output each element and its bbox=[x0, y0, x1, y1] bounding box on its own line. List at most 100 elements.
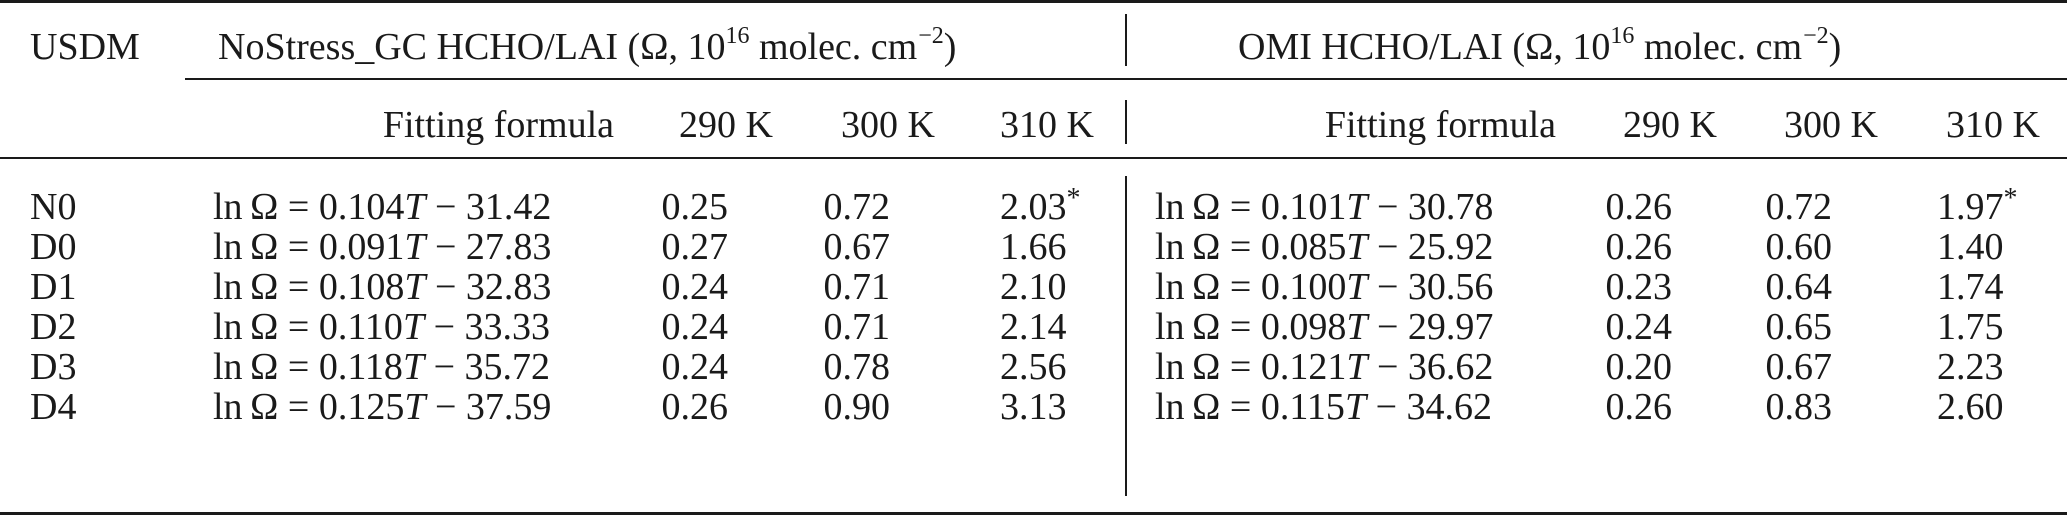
formula-lhs: ln Ω = bbox=[213, 306, 319, 348]
row-label: N0 bbox=[30, 186, 77, 228]
formula-variable-t: T bbox=[404, 266, 426, 308]
subheader-310k-left: 310 K bbox=[1000, 104, 1094, 146]
formula-constant: 37.59 bbox=[465, 386, 552, 428]
formula-minus: − bbox=[424, 346, 465, 388]
value-v310-right: 1.74 bbox=[1937, 268, 2004, 306]
value-v300-right: 0.67 bbox=[1765, 346, 1833, 388]
formula-lhs: ln Ω = bbox=[213, 266, 319, 308]
value-310k: 1.97 bbox=[1937, 186, 2004, 228]
formula-variable-t: T bbox=[1346, 186, 1368, 228]
subheader-310k-right: 310 K bbox=[1946, 104, 2040, 146]
formula-lhs: ln Ω = bbox=[213, 346, 319, 388]
formula-variable-t: T bbox=[1346, 226, 1368, 268]
subheader-separator bbox=[1125, 100, 1127, 144]
value-310k: 2.56 bbox=[1000, 346, 1067, 388]
formula-coefficient: 0.104 bbox=[318, 186, 405, 228]
formula-lhs: ln Ω = bbox=[1155, 186, 1261, 228]
formula-lhs: ln Ω = bbox=[213, 226, 319, 268]
formula-constant: 33.33 bbox=[464, 306, 551, 348]
value-v310-right: 1.75 bbox=[1937, 308, 2004, 346]
formula-variable-t: T bbox=[404, 186, 426, 228]
row-header-usdm: USDM bbox=[30, 26, 140, 68]
formula-coefficient: 0.108 bbox=[318, 266, 405, 308]
value-v300-left: 0.71 bbox=[823, 266, 891, 308]
value-310k: 2.03 bbox=[1000, 186, 1067, 228]
formula-constant: 30.78 bbox=[1407, 186, 1494, 228]
formula-lhs: ln Ω = bbox=[213, 386, 319, 428]
subheader-fitting-formula-right: Fitting formula bbox=[1324, 104, 1556, 146]
fitting-formula-right: ln Ω = 0.100T − 30.56 bbox=[1155, 268, 1493, 306]
subheader-290k-right: 290 K bbox=[1623, 104, 1717, 146]
subheader-fitting-formula-left: Fitting formula bbox=[382, 104, 614, 146]
formula-constant: 31.42 bbox=[465, 186, 552, 228]
row-label: D3 bbox=[30, 346, 77, 388]
fitting-formula-left: ln Ω = 0.110T − 33.33 bbox=[213, 308, 550, 346]
formula-coefficient: 0.125 bbox=[318, 386, 405, 428]
formula-constant: 25.92 bbox=[1407, 226, 1494, 268]
value-v300-right: 0.65 bbox=[1765, 306, 1833, 348]
formula-constant: 29.97 bbox=[1407, 306, 1494, 348]
fitting-formula-right: ln Ω = 0.101T − 30.78 bbox=[1155, 188, 1493, 226]
value-v300-left: 0.72 bbox=[823, 186, 891, 228]
formula-variable-t: T bbox=[1346, 306, 1368, 348]
value-v310-left: 1.66 bbox=[1000, 228, 1067, 266]
fitting-formula-right: ln Ω = 0.098T − 29.97 bbox=[1155, 308, 1493, 346]
value-v300-right: 0.60 bbox=[1765, 226, 1833, 268]
formula-minus: − bbox=[1367, 266, 1408, 308]
value-310k: 1.75 bbox=[1937, 306, 2004, 348]
bottom-rule bbox=[0, 512, 2067, 515]
value-v290-right: 0.23 bbox=[1605, 266, 1673, 308]
value-v310-right: 1.97* bbox=[1937, 185, 2018, 228]
formula-coefficient: 0.101 bbox=[1260, 186, 1347, 228]
row-label: D0 bbox=[30, 226, 77, 268]
value-v290-left: 0.26 bbox=[661, 386, 729, 428]
formula-coefficient: 0.098 bbox=[1260, 306, 1347, 348]
header-bottom-rule bbox=[0, 157, 2067, 159]
value-v310-left: 2.10 bbox=[1000, 268, 1067, 306]
value-v310-left: 3.13 bbox=[1000, 388, 1067, 426]
significance-marker: * bbox=[1066, 183, 1081, 214]
value-v310-left: 2.14 bbox=[1000, 308, 1067, 346]
value-310k: 2.14 bbox=[1000, 306, 1067, 348]
fitting-formula-left: ln Ω = 0.091T − 27.83 bbox=[213, 228, 551, 266]
formula-lhs: ln Ω = bbox=[1155, 306, 1261, 348]
value-v290-right: 0.24 bbox=[1605, 306, 1673, 348]
formula-constant: 27.83 bbox=[465, 226, 552, 268]
group-header-nostress: NoStress_GC HCHO/LAI (Ω, 1016 molec. cm−… bbox=[218, 23, 957, 68]
value-310k: 1.66 bbox=[1000, 226, 1067, 268]
value-310k: 2.10 bbox=[1000, 266, 1067, 308]
formula-lhs: ln Ω = bbox=[213, 186, 319, 228]
value-v290-right: 0.26 bbox=[1605, 386, 1673, 428]
formula-minus: − bbox=[1367, 226, 1408, 268]
row-label: D4 bbox=[30, 386, 77, 428]
value-v300-left: 0.71 bbox=[823, 306, 891, 348]
significance-marker: * bbox=[2003, 183, 2018, 214]
fitting-formula-right: ln Ω = 0.121T − 36.62 bbox=[1155, 348, 1493, 386]
body-separator bbox=[1125, 176, 1127, 496]
formula-coefficient: 0.085 bbox=[1260, 226, 1347, 268]
value-v290-right: 0.20 bbox=[1605, 346, 1673, 388]
formula-minus: − bbox=[1367, 346, 1408, 388]
group-underline bbox=[185, 78, 2067, 80]
formula-constant: 35.72 bbox=[464, 346, 551, 388]
value-310k: 3.13 bbox=[1000, 386, 1067, 428]
formula-constant: 32.83 bbox=[465, 266, 552, 308]
formula-lhs: ln Ω = bbox=[1155, 266, 1261, 308]
formula-constant: 36.62 bbox=[1407, 346, 1494, 388]
formula-coefficient: 0.121 bbox=[1260, 346, 1347, 388]
formula-lhs: ln Ω = bbox=[1155, 386, 1261, 428]
group-header-omi: OMI HCHO/LAI (Ω, 1016 molec. cm−2) bbox=[1238, 23, 1842, 68]
formula-lhs: ln Ω = bbox=[1155, 346, 1261, 388]
value-v300-right: 0.83 bbox=[1765, 386, 1833, 428]
formula-variable-t: T bbox=[404, 226, 426, 268]
value-v300-left: 0.90 bbox=[823, 386, 891, 428]
formula-variable-t: T bbox=[1346, 346, 1368, 388]
value-310k: 2.23 bbox=[1937, 346, 2004, 388]
fitting-formula-right: ln Ω = 0.085T − 25.92 bbox=[1155, 228, 1493, 266]
value-v300-right: 0.64 bbox=[1765, 266, 1833, 308]
value-v290-left: 0.24 bbox=[661, 306, 729, 348]
formula-variable-t: T bbox=[402, 306, 425, 348]
formula-lhs: ln Ω = bbox=[1155, 226, 1261, 268]
value-v310-right: 2.60 bbox=[1937, 388, 2004, 426]
